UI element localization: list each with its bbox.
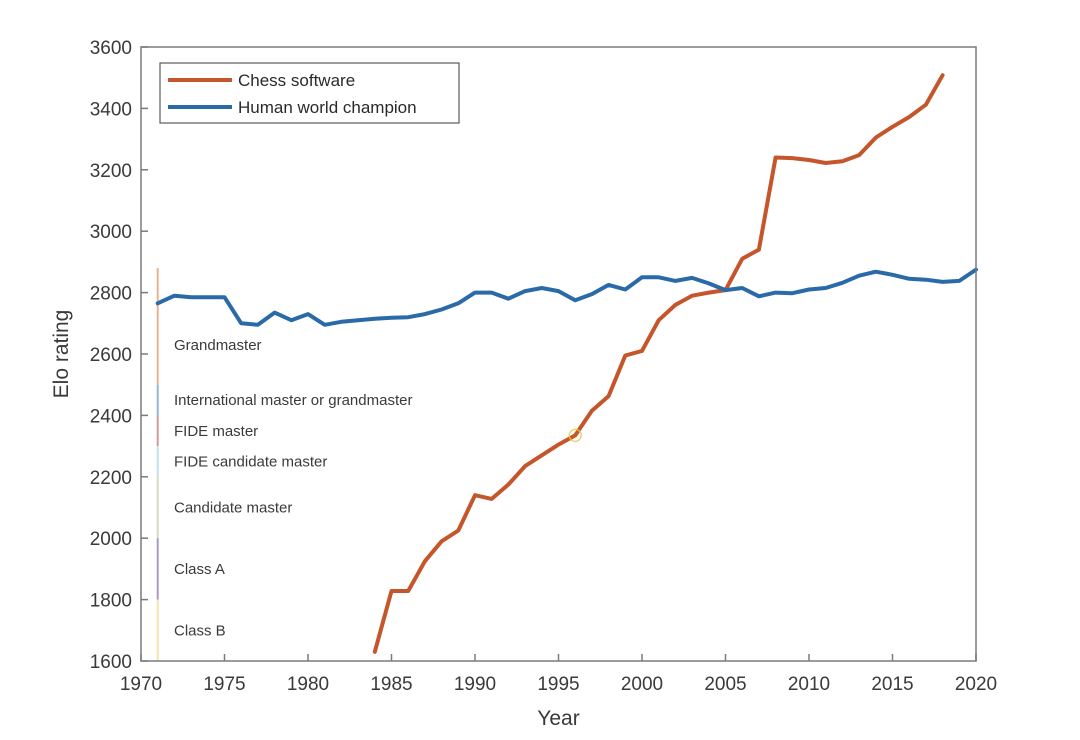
x-tick-labels: 1970 1975 1980 1985 1990 1995 2000 2005 2010 2015… xyxy=(120,674,997,695)
band-label: Class A xyxy=(174,561,225,578)
x-tick-label: 2010 xyxy=(788,674,830,695)
band-label: FIDE candidate master xyxy=(174,453,327,470)
y-tick-label: 2000 xyxy=(90,529,132,550)
y-tick-label: 2400 xyxy=(90,406,132,427)
x-tick-label: 1975 xyxy=(203,674,245,695)
x-tick-label: 1970 xyxy=(120,674,162,695)
y-tick-label: 3600 xyxy=(90,38,132,59)
highlight-circle xyxy=(568,428,582,443)
y-tick-label: 3000 xyxy=(90,222,132,243)
band-labels: Grandmaster International master or grand… xyxy=(174,337,412,640)
x-tick-label: 2020 xyxy=(955,674,997,695)
y-tick-label: 1600 xyxy=(90,652,132,673)
axis-ticks xyxy=(140,46,977,662)
x-tick-label: 1990 xyxy=(454,674,496,695)
band-label: Class B xyxy=(174,622,226,639)
y-axis-title: Elo rating xyxy=(50,310,73,399)
band-label: Grandmaster xyxy=(174,337,262,354)
legend-box xyxy=(159,62,460,124)
y-tick-labels: 1600 1800 2000 2200 2400 2600 2800 3000 3200 3400… xyxy=(90,38,132,673)
band-label: Candidate master xyxy=(174,500,292,517)
x-tick-label: 1985 xyxy=(370,674,412,695)
y-tick-label: 2200 xyxy=(90,468,132,489)
y-tick-label: 2800 xyxy=(90,284,132,305)
x-tick-label: 2015 xyxy=(871,674,913,695)
x-tick-label: 1980 xyxy=(287,674,329,695)
legend: Chess software Human world champion xyxy=(159,62,460,124)
y-tick-label: 2600 xyxy=(90,345,132,366)
x-tick-label: 2005 xyxy=(704,674,746,695)
legend-label: Chess software xyxy=(238,71,355,90)
band-label: International master or grandmaster xyxy=(174,392,412,409)
x-tick-label: 1995 xyxy=(537,674,579,695)
series-lines xyxy=(155,73,978,654)
legend-label: Human world champion xyxy=(238,98,417,117)
x-tick-label: 2000 xyxy=(621,674,663,695)
human-champion-line xyxy=(155,267,978,327)
plot-frame xyxy=(140,46,977,662)
y-tick-label: 1800 xyxy=(90,591,132,612)
y-tick-label: 3200 xyxy=(90,161,132,182)
x-axis-title: Year xyxy=(537,707,579,730)
band-label: FIDE master xyxy=(174,423,258,440)
y-tick-label: 3400 xyxy=(90,99,132,120)
chess-software-line xyxy=(372,73,945,654)
highlight-marker xyxy=(568,428,582,443)
